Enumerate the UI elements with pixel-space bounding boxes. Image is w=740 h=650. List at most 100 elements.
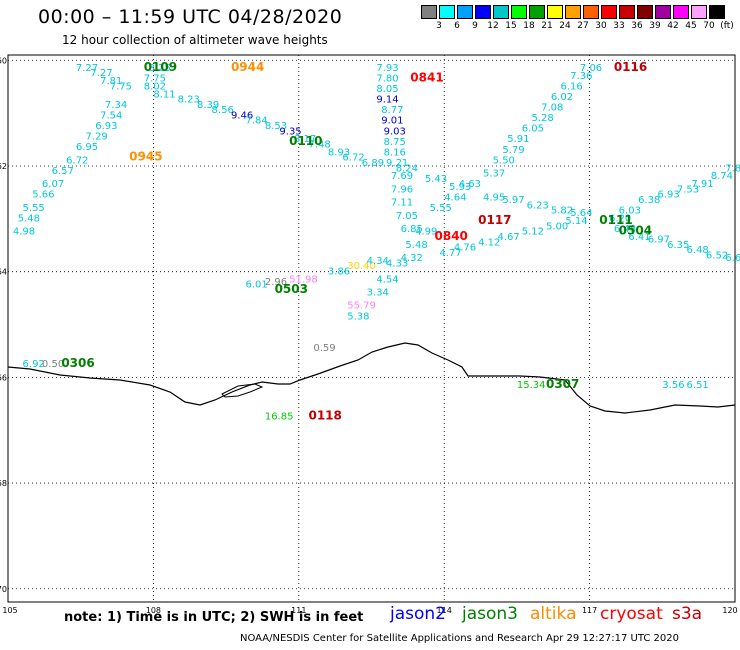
pass-time-label: 0116: [614, 60, 647, 74]
latitude-label: -60: [0, 56, 7, 65]
legend-s3a: s3a: [672, 604, 703, 624]
legend-swatch: [475, 5, 491, 19]
pass-time-label: 0504: [619, 224, 652, 238]
legend-tick: 27: [577, 21, 589, 31]
swh-value: 5.64: [570, 208, 592, 219]
longitude-label: 111: [291, 606, 306, 615]
swh-value: 6.23: [527, 200, 549, 211]
swh-value: 4.54: [376, 274, 398, 285]
swh-value: 9.46: [231, 110, 253, 121]
swh-value: 30.40: [347, 261, 376, 272]
swh-value: 6.93: [657, 190, 679, 201]
swh-value: 6.52: [706, 250, 728, 261]
legend-tick: 15: [505, 21, 517, 31]
legend-swatch: [457, 5, 473, 19]
swh-value: 6.93: [95, 121, 117, 132]
swh-value: 6.89: [362, 158, 384, 169]
legend-tick: 45: [685, 21, 697, 31]
legend-swatch: [619, 5, 635, 19]
swh-value: 7.69: [391, 171, 413, 182]
legend-tick: 30: [595, 21, 607, 31]
legend-tick: 36: [631, 21, 643, 31]
swh-value: 8.23: [178, 95, 200, 106]
swh-value: 7.93: [376, 63, 398, 74]
swh-value: 7.75: [110, 81, 132, 92]
swh-value: 7.27: [90, 68, 112, 79]
swh-value: 51.98: [289, 274, 318, 285]
antarctic-coastline: [7, 342, 736, 414]
swh-value: 8.16: [384, 147, 406, 158]
legend-tick: (ft): [720, 21, 734, 31]
legend-swatch: [439, 5, 455, 19]
legend-swatch: [565, 5, 581, 19]
swh-value: 8.93: [328, 147, 350, 158]
swh-value: 9.21: [386, 158, 408, 169]
swh-value: 9.35: [279, 126, 301, 137]
swh-value: 7.80: [376, 73, 398, 84]
map-frame: [7, 54, 736, 603]
swh-value: 5.38: [347, 311, 369, 322]
swh-value: 6.72: [342, 153, 364, 164]
swh-value: 7.05: [396, 211, 418, 222]
legend-tick: 39: [649, 21, 661, 31]
pass-time-label: 0945: [129, 150, 162, 164]
swh-value: 6.01: [245, 280, 267, 291]
swh-value: 9.03: [384, 126, 406, 137]
swh-value: 6.16: [561, 81, 583, 92]
legend-swatch: [547, 5, 563, 19]
longitude-label: 120: [722, 606, 737, 615]
swh-value: 7.91: [691, 179, 713, 190]
swh-value: 5.28: [531, 113, 553, 124]
swh-value: 5.37: [483, 169, 505, 180]
swh-value: 5.93: [449, 182, 471, 193]
swh-value: 7.87: [725, 163, 740, 174]
swh-value: 6.51: [687, 380, 709, 391]
swh-value: 4.95: [483, 192, 505, 203]
legend-tick: 3: [436, 21, 442, 31]
legend-altika: altika: [530, 604, 577, 624]
swh-value: 5.12: [522, 227, 544, 238]
page-subtitle: 12 hour collection of altimeter wave hei…: [62, 33, 328, 47]
legend-swatch: [511, 5, 527, 19]
swh-value: 3.56: [662, 380, 684, 391]
latitude-label: -64: [0, 268, 7, 277]
pass-time-label: 0306: [61, 356, 94, 370]
swh-value: 7.75: [144, 73, 166, 84]
swh-value: 4.34: [367, 256, 389, 267]
swh-value: 0.50: [42, 359, 64, 370]
latitude-label: -66: [0, 373, 7, 382]
swh-value: 4.64: [444, 192, 466, 203]
pass-time-label: 0503: [275, 282, 308, 296]
swh-value: 5.14: [565, 216, 587, 227]
pass-time-label: 0840: [435, 229, 468, 243]
pass-time-label: 0841: [410, 70, 443, 84]
swh-value: 8.24: [396, 163, 418, 174]
longitude-label: 108: [146, 606, 161, 615]
swh-value: 6.85: [401, 224, 423, 235]
swh-value: 8.11: [153, 89, 175, 100]
swh-value: 4.77: [439, 248, 461, 259]
swh-value: 6.05: [522, 124, 544, 135]
legend-tick: 42: [667, 21, 679, 31]
swh-value: 6.02: [551, 92, 573, 103]
swh-value: 4.33: [386, 258, 408, 269]
swh-value: 5.00: [546, 221, 568, 232]
swh-value: 6.48: [687, 245, 709, 256]
longitude-label: 117: [582, 606, 597, 615]
legend-jason3: jason3: [462, 604, 518, 624]
swh-value: 4.63: [459, 179, 481, 190]
legend-swatch: [583, 5, 599, 19]
swh-value: 5.66: [32, 190, 54, 201]
swh-value: 4.67: [498, 232, 520, 243]
swh-value: 7.27: [76, 63, 98, 74]
swh-value: 7.06: [580, 63, 602, 74]
latitude-label: -62: [0, 162, 7, 171]
swh-value: 8.56: [212, 105, 234, 116]
coastline-inlet: [221, 383, 264, 398]
swh-value: 5.50: [493, 155, 515, 166]
swh-value: 6.97: [648, 235, 670, 246]
swh-value: 5.79: [502, 145, 524, 156]
pass-time-label: 0307: [546, 377, 579, 391]
